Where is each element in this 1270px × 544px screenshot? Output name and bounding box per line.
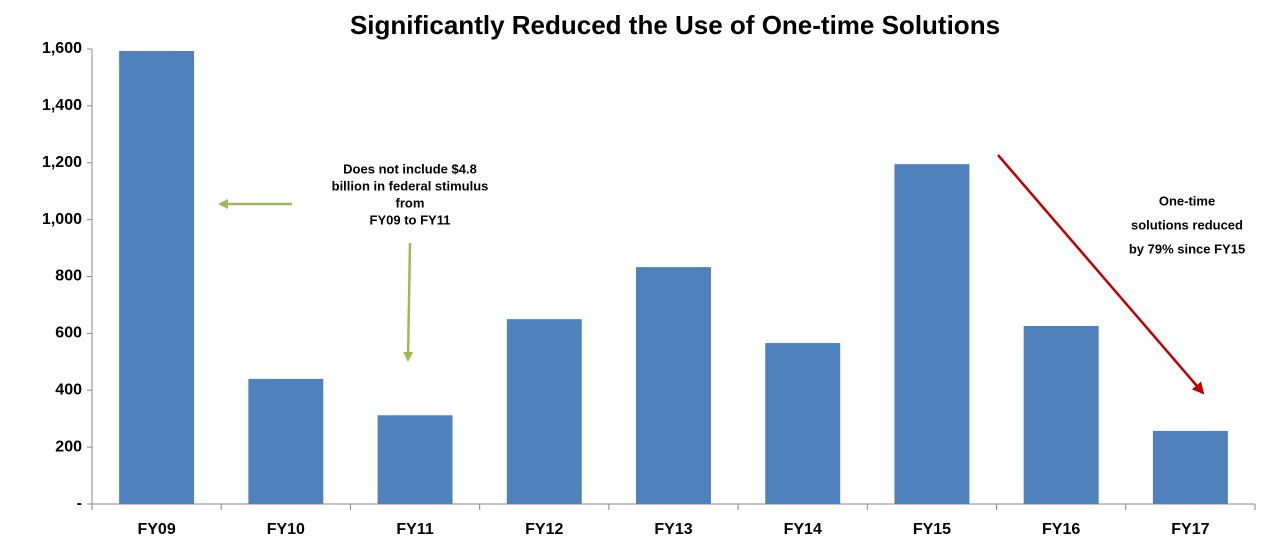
bar bbox=[377, 415, 453, 504]
annotation: One-time bbox=[1159, 193, 1215, 208]
x-tick-label: FY15 bbox=[913, 521, 951, 538]
y-tick-label: 1,400 bbox=[42, 97, 82, 114]
y-tick-label: - bbox=[77, 495, 82, 512]
y-tick-label: 600 bbox=[55, 325, 82, 342]
y-tick-label: 1,600 bbox=[42, 40, 82, 57]
annotation: solutions reduced bbox=[1131, 217, 1243, 232]
x-tick-label: FY11 bbox=[396, 521, 433, 538]
bar bbox=[506, 319, 582, 504]
x-tick-label: FY10 bbox=[267, 521, 305, 538]
bar bbox=[636, 267, 711, 504]
x-tick-label: FY12 bbox=[525, 521, 563, 538]
bar bbox=[765, 343, 841, 504]
annotation: FY09 to FY11 bbox=[370, 212, 451, 227]
x-tick-label: FY17 bbox=[1171, 521, 1209, 538]
y-tick-label: 800 bbox=[55, 268, 82, 285]
y-tick-label: 400 bbox=[55, 381, 82, 398]
chart-title: Significantly Reduced the Use of One-tim… bbox=[350, 10, 1000, 40]
arrow bbox=[403, 242, 414, 362]
x-tick-label: FY14 bbox=[784, 521, 822, 538]
x-tick-label: FY09 bbox=[137, 521, 175, 538]
bar bbox=[119, 50, 195, 504]
annotation: Does not include $4.8 bbox=[343, 161, 477, 176]
arrow bbox=[997, 154, 1205, 395]
bar bbox=[1023, 325, 1099, 504]
y-tick-label: 1,200 bbox=[42, 154, 82, 171]
annotation: from bbox=[396, 195, 425, 210]
annotation: by 79% since FY15 bbox=[1129, 241, 1245, 256]
bar bbox=[1152, 430, 1228, 504]
annotation: billion in federal stimulus bbox=[332, 178, 489, 193]
y-tick-label: 1,000 bbox=[42, 211, 82, 228]
y-tick-label: 200 bbox=[55, 438, 82, 455]
x-tick-label: FY16 bbox=[1042, 521, 1080, 538]
x-tick-label: FY13 bbox=[654, 521, 692, 538]
bar bbox=[894, 164, 970, 504]
bar bbox=[248, 378, 324, 504]
